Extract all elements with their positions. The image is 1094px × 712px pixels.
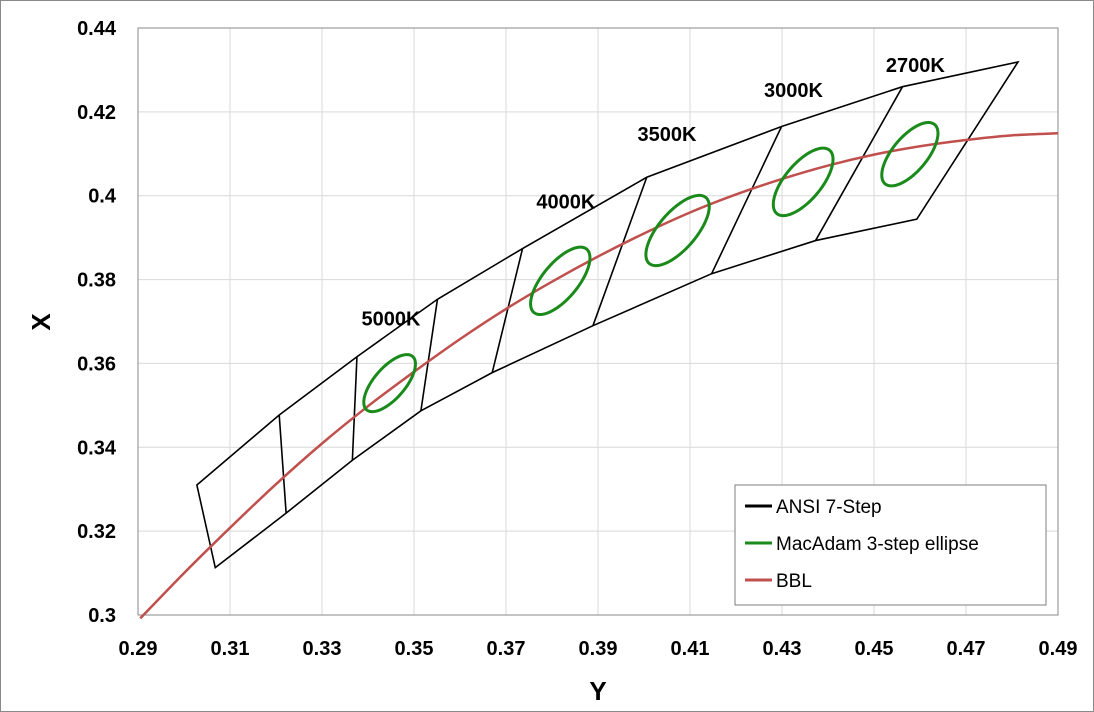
y-tick-label: 0.42 <box>77 102 116 124</box>
macadam-ellipse <box>880 121 940 188</box>
cct-label: 4000K <box>536 191 595 213</box>
x-tick-label: 0.49 <box>1039 638 1078 660</box>
macadam-ellipse <box>644 193 711 268</box>
ansi-divider <box>351 356 358 461</box>
x-tick-label: 0.37 <box>487 638 526 660</box>
ansi-divider <box>278 414 287 514</box>
legend: ANSI 7-Step MacAdam 3-step ellipse BBL <box>734 484 1047 606</box>
cct-label: 5000K <box>362 309 421 331</box>
x-tick-label: 0.33 <box>303 638 342 660</box>
y-tick-label: 0.32 <box>77 521 116 543</box>
x-tick-label: 0.39 <box>579 638 618 660</box>
x-tick-label: 0.29 <box>119 638 158 660</box>
x-tick-labels: 0.29 0.31 0.33 0.35 0.37 0.39 0.41 0.43 0.45 0.47… <box>119 638 1078 660</box>
ansi-divider <box>420 299 439 411</box>
x-tick-label: 0.31 <box>211 638 250 660</box>
ansi-divider <box>710 126 783 275</box>
y-tick-label: 0.38 <box>77 270 116 292</box>
plot-area <box>137 27 1059 616</box>
x-tick-label: 0.35 <box>395 638 434 660</box>
macadam-ellipse <box>771 146 835 218</box>
y-tick-label: 0.3 <box>88 605 116 627</box>
y-tick-label: 0.34 <box>77 437 117 459</box>
y-tick-label: 0.4 <box>88 186 117 208</box>
legend-box <box>734 484 1047 606</box>
x-tick-label: 0.41 <box>671 638 710 660</box>
y-tick-label: 0.44 <box>77 18 117 40</box>
y-axis-title: X <box>26 313 56 331</box>
macadam-ellipse <box>362 353 417 414</box>
y-tick-label: 0.36 <box>77 353 116 375</box>
x-tick-label: 0.47 <box>947 638 986 660</box>
ansi-divider <box>491 248 524 373</box>
x-tick-label: 0.43 <box>763 638 802 660</box>
ansi-7-step-series <box>195 60 1020 570</box>
cct-label: 2700K <box>886 55 945 77</box>
cct-labels: 5000K 4000K 3500K 3000K 2700K <box>362 55 946 331</box>
legend-label-ansi: ANSI 7-Step <box>776 497 882 518</box>
cct-label: 3000K <box>764 80 823 102</box>
bbl-curve <box>139 131 1059 620</box>
macadam-ellipse-series <box>362 121 940 414</box>
bbl-series <box>139 131 1059 620</box>
x-tick-label: 0.45 <box>855 638 894 660</box>
x-axis-title: Y <box>589 676 606 706</box>
legend-label-bbl: BBL <box>776 571 812 592</box>
legend-label-macadam: MacAdam 3-step ellipse <box>776 534 979 555</box>
y-tick-labels: 0.44 0.42 0.4 0.38 0.36 0.34 0.32 0.3 <box>77 18 117 627</box>
macadam-ellipse <box>529 245 592 317</box>
ansi-divider <box>592 176 648 326</box>
ansi-divider <box>814 86 904 241</box>
cct-label: 3500K <box>638 124 697 146</box>
